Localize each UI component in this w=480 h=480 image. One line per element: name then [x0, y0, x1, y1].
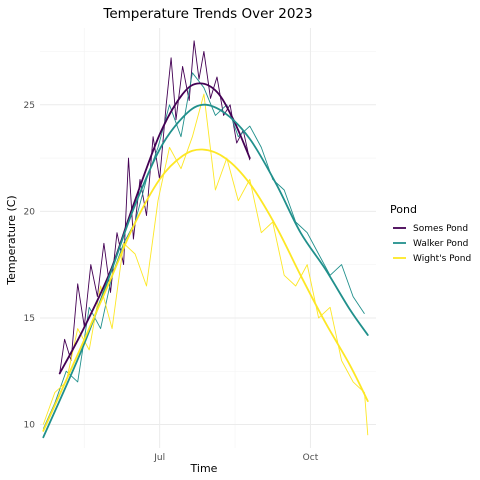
plot-grid	[40, 28, 376, 448]
legend-title: Pond	[390, 203, 417, 216]
y-tick-label: 20	[24, 207, 36, 217]
chart-title: Temperature Trends Over 2023	[102, 6, 312, 22]
x-axis-ticks: Jul Oct	[153, 453, 318, 463]
daily-line	[42, 72, 365, 429]
trend-line	[58, 82, 251, 375]
x-tick-label: Oct	[303, 453, 319, 463]
y-tick-label: 25	[24, 101, 35, 111]
trend-series-lines	[42, 82, 369, 439]
legend-label: Wight's Pond	[413, 254, 471, 264]
y-axis-ticks: 10 15 20 25	[24, 101, 36, 431]
legend-label: Somes Pond	[413, 224, 468, 234]
y-tick-label: 10	[24, 421, 36, 431]
daily-line	[59, 40, 251, 374]
x-tick-label: Jul	[153, 453, 165, 463]
daily-series-lines	[42, 40, 369, 436]
y-tick-label: 15	[24, 314, 35, 324]
y-axis-title: Temperature (C)	[5, 195, 18, 285]
x-axis-title: Time	[190, 462, 218, 475]
trend-line	[42, 148, 369, 432]
legend-label: Walker Pond	[413, 239, 468, 249]
trend-line	[42, 103, 369, 439]
legend: Pond Somes Pond Walker Pond Wight's Pond	[390, 203, 471, 264]
